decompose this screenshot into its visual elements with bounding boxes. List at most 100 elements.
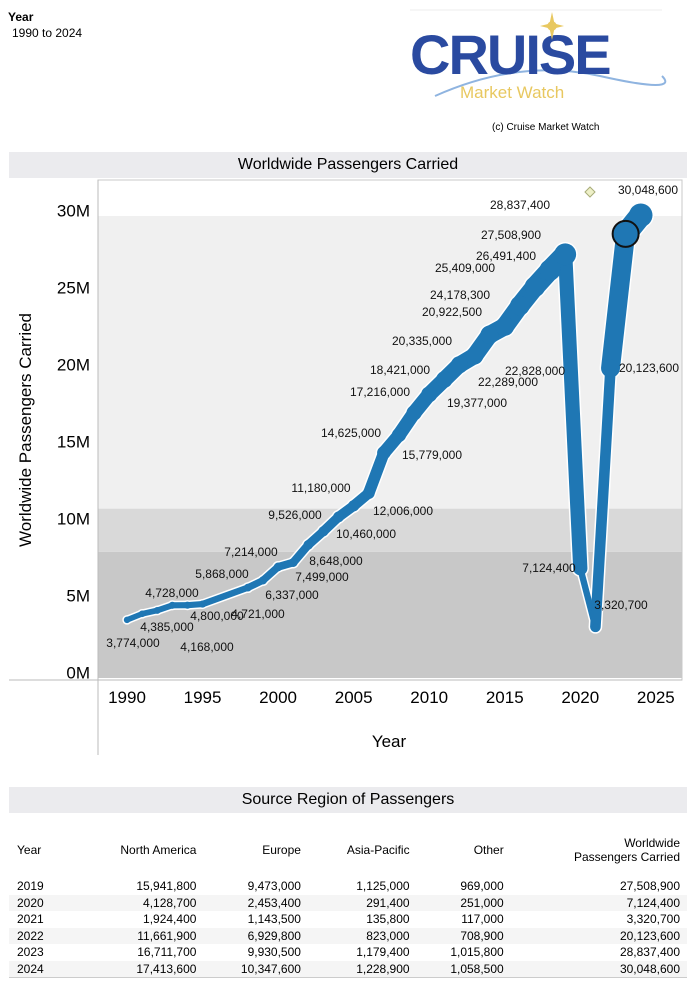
y-tick-label: 25M: [57, 278, 90, 297]
data-label: 11,180,000: [291, 481, 350, 495]
table-cell: 2023: [17, 945, 44, 960]
line-segment: [601, 224, 636, 378]
x-tick-label: 2005: [335, 688, 373, 707]
data-label: 30,048,600: [618, 183, 678, 197]
data-label: 28,837,400: [490, 198, 550, 212]
table-cell: 28,837,400: [619, 945, 680, 960]
y-tick-label: 5M: [66, 586, 90, 605]
table-cell: 30,048,600: [510, 960, 687, 978]
data-label: 7,214,000: [224, 545, 278, 559]
data-label: 10,460,000: [336, 527, 396, 541]
data-point: [480, 325, 499, 344]
data-point: [273, 562, 283, 572]
table-cell: 16,711,700: [137, 945, 197, 960]
data-label: 4,728,000: [145, 586, 199, 600]
data-point: [539, 259, 561, 281]
table-cell: 708,900: [460, 928, 504, 943]
table-cell: 1,058,500: [416, 960, 511, 978]
data-point: [198, 600, 207, 608]
x-tick-label: 2000: [259, 688, 297, 707]
table-cell: 117,000: [461, 912, 504, 927]
x-tick-label: 1995: [184, 688, 222, 707]
data-label: 20,922,500: [422, 305, 482, 319]
data-point: [377, 446, 391, 460]
data-point: [450, 356, 469, 374]
data-label: 25,409,000: [435, 261, 495, 275]
table-header-row: Year North America Europe Asia-Pacific Other…: [9, 828, 687, 872]
table-row: 2023 16,711,700 9,930,500 1,179,400 1,015,80…: [9, 944, 687, 961]
data-point: [554, 243, 577, 266]
data-label: 4,168,000: [180, 640, 234, 654]
data-point: [153, 607, 161, 614]
data-label: 12,006,000: [373, 504, 433, 518]
data-point: [123, 616, 131, 624]
table-title: Source Region of Passengers: [9, 787, 687, 813]
source-region-table: Year North America Europe Asia-Pacific Other…: [9, 828, 687, 978]
data-label: 24,178,300: [430, 288, 490, 302]
table-cell: 4,128,700: [143, 895, 197, 910]
table-cell: 2024: [9, 960, 74, 978]
table-cell: 20,123,600: [619, 928, 680, 943]
data-label: 20,123,600: [619, 361, 679, 375]
data-label: 14,625,000: [321, 426, 381, 440]
year-filter-value[interactable]: 1990 to 2024: [12, 26, 83, 40]
y-tick-label: 20M: [57, 355, 90, 374]
x-tick-label: 1990: [108, 688, 146, 707]
data-point: [524, 276, 546, 297]
x-tick-label: 2010: [410, 688, 448, 707]
table-cell: 1,143,500: [247, 912, 301, 927]
data-point: [421, 386, 438, 403]
data-point: [406, 405, 422, 421]
data-point: [465, 346, 484, 365]
data-label: 27,508,900: [481, 228, 541, 242]
chart-title: Worldwide Passengers Carried: [9, 152, 687, 178]
column-header: North America: [120, 843, 197, 857]
data-label: 18,421,000: [370, 363, 430, 377]
table-cell: 2022: [17, 928, 44, 943]
y-tick-label: 0M: [66, 663, 90, 682]
table-cell: 969,000: [460, 879, 504, 894]
data-point: [436, 371, 453, 388]
data-point: [601, 359, 620, 377]
table-row: 2019 15,941,800 9,473,000 1,125,000 969,000 2…: [9, 878, 687, 895]
table-cell: 17,413,600: [74, 960, 204, 978]
data-point: [391, 427, 407, 443]
table-cell: 9,930,500: [247, 945, 301, 960]
table-cell: 1,179,400: [356, 945, 410, 960]
data-point: [628, 203, 653, 228]
data-label: 20,335,000: [392, 334, 452, 348]
data-point: [168, 601, 176, 609]
y-tick-label: 30M: [57, 201, 90, 220]
passengers-line-chart: 0M 5M 10M 15M 20M 25M 30M 1990 1995 2000 2005 2010 2…: [9, 179, 683, 755]
x-axis-title: Year: [372, 732, 407, 751]
table-cell: 823,000: [366, 928, 410, 943]
y-tick-label: 10M: [57, 509, 90, 528]
column-header: Europe: [262, 843, 301, 857]
data-label: 19,377,000: [447, 396, 507, 410]
y-tick-label: 15M: [57, 432, 90, 451]
table-row: 2024 17,413,600 10,347,600 1,228,900 1,058,5…: [9, 960, 687, 978]
data-point: [510, 295, 530, 316]
table-cell: 251,000: [460, 895, 504, 910]
data-label: 15,779,000: [402, 448, 462, 462]
data-label: 4,800,000: [190, 609, 244, 623]
svg-text:CRUISE: CRUISE: [410, 23, 610, 86]
data-label: 4,385,000: [140, 620, 194, 634]
line-segment: [199, 584, 252, 608]
data-point: [243, 583, 252, 592]
data-point: [362, 487, 375, 500]
data-label: 5,868,000: [195, 567, 249, 581]
x-tick-label: 2025: [637, 688, 675, 707]
data-point: [495, 317, 515, 336]
table-cell: 7,124,400: [626, 895, 680, 910]
table-cell: 1,924,400: [143, 912, 197, 927]
table-cell: 27,508,900: [619, 879, 680, 894]
data-point: [303, 540, 314, 550]
highlighted-point: [611, 219, 640, 248]
y-axis-title: Worldwide Passengers Carried: [16, 313, 35, 547]
table-cell: 15,941,800: [136, 879, 197, 894]
table-cell: 2019: [17, 879, 44, 894]
diamond-marker-icon: [584, 186, 596, 198]
table-cell: 1,228,900: [307, 960, 417, 978]
